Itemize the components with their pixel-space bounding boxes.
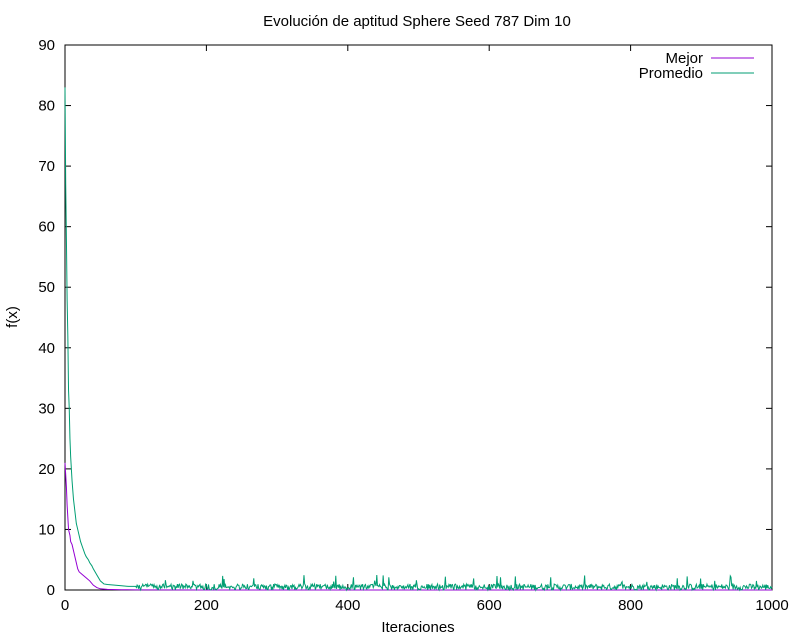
y-tick-label: 0 [47,582,55,599]
chart-title: Evolución de aptitud Sphere Seed 787 Dim… [263,13,571,30]
x-axis-label: Iteraciones [381,619,454,636]
y-tick-label: 10 [38,521,55,538]
x-tick-label: 600 [477,597,502,614]
y-tick-label: 40 [38,340,55,357]
legend-label-promedio: Promedio [639,65,703,82]
plot-frame [64,44,773,591]
series-layer [64,87,773,592]
y-tick-label: 90 [38,37,55,54]
y-tick-label: 50 [38,279,55,296]
series-line-promedio [64,87,773,592]
y-axis-label: f(x) [4,306,21,328]
y-tick-label: 60 [38,219,55,236]
y-axis: 0 10 20 30 40 50 60 70 80 90 [38,37,772,599]
series-line-mejor [64,462,772,591]
x-tick-label: 800 [618,597,643,614]
x-tick-label: 0 [61,597,69,614]
y-tick-label: 80 [38,98,55,115]
x-axis: 0 200 400 600 800 1000 [61,45,789,614]
x-tick-label: 200 [194,597,219,614]
y-tick-label: 70 [38,158,55,175]
x-tick-label: 1000 [755,597,788,614]
legend-label-mejor: Mejor [665,50,703,67]
y-tick-label: 30 [38,400,55,417]
y-tick-label: 20 [38,461,55,478]
x-tick-label: 400 [335,597,360,614]
